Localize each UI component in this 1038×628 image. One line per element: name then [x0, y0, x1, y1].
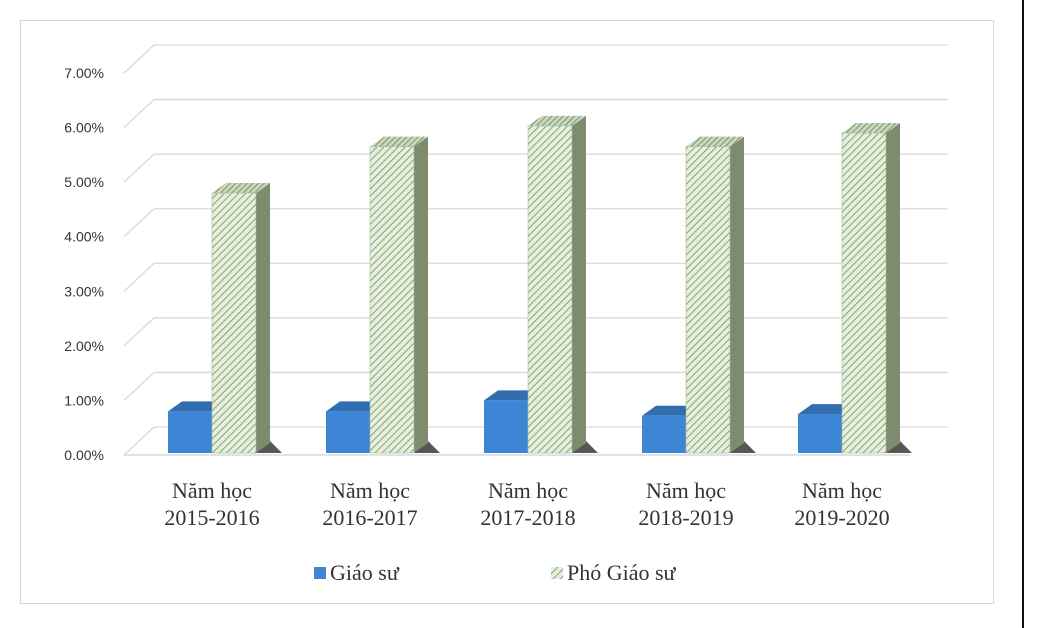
bar-front	[842, 133, 886, 453]
bar-side	[886, 123, 900, 454]
bar-front	[326, 411, 370, 453]
x-tick-label: Năm học 2018-2019	[638, 478, 733, 530]
bars	[168, 115, 900, 454]
x-tick-label: Năm học 2019-2020	[794, 478, 889, 530]
bar-top	[528, 115, 586, 126]
bar-top	[642, 405, 700, 416]
bar-top	[842, 123, 900, 134]
gridline-side	[123, 262, 155, 292]
bar-top	[370, 136, 428, 147]
bar-front	[798, 414, 842, 453]
y-tick-label: 0.00%	[64, 447, 104, 463]
x-axis-ticks: Năm học 2015-2016 Năm học 2016-2017 Năm học 2…	[164, 478, 889, 530]
x-tick-label: Năm học 2017-2018	[480, 478, 575, 530]
legend: Giáo sư Phó Giáo sư	[314, 560, 677, 585]
bar-pho-giao-su	[685, 136, 744, 454]
gridline-side	[123, 153, 155, 183]
bar-pho-giao-su	[369, 136, 428, 454]
bar-top	[484, 390, 542, 401]
bar-outline	[841, 132, 887, 454]
gridline-side	[123, 426, 155, 456]
bar-top	[326, 401, 384, 412]
bar-side	[572, 115, 586, 453]
legend-label: Giáo sư	[330, 560, 400, 585]
legend-swatch	[551, 567, 563, 579]
bar-front	[484, 400, 528, 453]
bar-outline	[685, 146, 731, 454]
y-tick-label: 3.00%	[64, 283, 104, 299]
bar-pho-giao-su	[841, 123, 900, 454]
edge-divider	[1022, 0, 1024, 628]
legend-label: Phó Giáo sư	[567, 560, 677, 585]
y-axis-ticks: 0.00% 1.00% 2.00% 3.00% 4.00% 5.00% 6.00% 7.00%	[64, 65, 104, 463]
bar-pho-giao-su	[211, 183, 270, 454]
bar-outline	[369, 146, 415, 454]
bar-top	[798, 404, 856, 415]
x-tick-label: Năm học 2016-2017	[322, 478, 417, 530]
bar-side	[414, 136, 428, 453]
y-tick-label: 4.00%	[64, 229, 104, 245]
bar-front	[370, 146, 414, 453]
gridline-side	[123, 44, 155, 74]
gridline-side	[123, 371, 155, 401]
bar-top	[212, 183, 270, 194]
y-tick-label: 5.00%	[64, 174, 104, 190]
bar-front	[212, 193, 256, 454]
bar-side	[730, 136, 744, 453]
bar-top	[168, 401, 226, 412]
gridline-side	[123, 208, 155, 238]
x-tick-label: Năm học 2015-2016	[164, 478, 259, 530]
bar-front	[168, 411, 212, 453]
bar-outline	[211, 192, 257, 454]
bar-front	[642, 415, 686, 453]
bar-front	[528, 125, 572, 453]
bar-front	[686, 146, 730, 453]
gridline-side	[123, 317, 155, 347]
bar-side	[256, 183, 270, 454]
bar-top	[686, 136, 744, 147]
y-tick-label: 6.00%	[64, 120, 104, 136]
y-tick-label: 7.00%	[64, 65, 104, 81]
chart-frame	[20, 20, 994, 604]
y-tick-label: 1.00%	[64, 392, 104, 408]
gridline-side	[123, 99, 155, 129]
bar-outline	[527, 125, 573, 454]
legend-swatch	[314, 567, 326, 579]
y-tick-label: 2.00%	[64, 338, 104, 354]
bar-pho-giao-su	[527, 115, 586, 454]
